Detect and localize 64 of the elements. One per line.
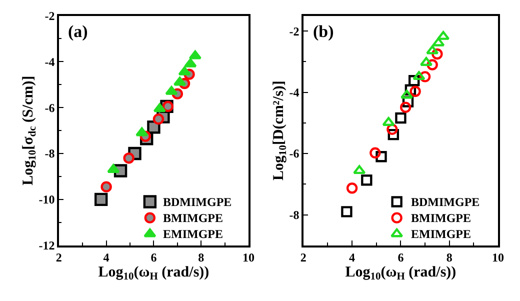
annotation: (a)	[68, 22, 88, 41]
x-axis-title: Log$_{10}$(ω$_{H}$ (rad/s))	[345, 264, 456, 283]
x-tick-label: 6	[398, 250, 404, 265]
point	[426, 45, 439, 54]
y-tick-label: -6	[44, 100, 55, 115]
y-tick-label: -8	[289, 208, 300, 222]
point	[100, 181, 112, 192]
y-tick-label: -2	[289, 24, 300, 38]
y-tick-label: -4	[44, 54, 55, 69]
y-tick-label: -8	[44, 146, 55, 161]
y-tick-label: -4	[289, 85, 300, 100]
point	[400, 90, 414, 99]
point	[395, 112, 406, 124]
x-tick-label: 10	[242, 250, 255, 265]
legend-label: BDMIMGPE	[163, 195, 232, 209]
point	[153, 103, 166, 112]
point	[184, 58, 197, 68]
point	[136, 127, 148, 136]
x-tick-label: 4	[349, 250, 356, 265]
point	[188, 50, 202, 60]
point	[386, 124, 398, 135]
point	[370, 147, 381, 159]
y-tick-label: -10	[38, 192, 55, 207]
point	[408, 75, 420, 86]
point	[178, 66, 191, 76]
point	[376, 150, 387, 162]
point	[402, 96, 414, 108]
point	[400, 102, 412, 113]
point	[420, 56, 433, 66]
point	[388, 128, 400, 140]
legend-label: EMIMGPE	[163, 227, 223, 241]
x-axis-title: Log$_{10}$(ω$_{H}$ (rad/s))	[98, 264, 210, 283]
annotation: (b)	[313, 22, 334, 41]
point	[361, 174, 372, 186]
point	[426, 59, 438, 70]
point	[412, 71, 426, 80]
point	[152, 113, 164, 125]
point	[436, 30, 450, 40]
point	[404, 84, 416, 96]
point	[123, 152, 134, 164]
x-tick-label: 4	[103, 250, 110, 265]
legend-label: BMIMGPE	[411, 211, 471, 225]
x-tick-label: 2	[300, 250, 306, 265]
y-tick-label: -6	[289, 146, 300, 161]
x-tick-label: 8	[198, 250, 204, 265]
x-tick-label: 10	[492, 250, 504, 265]
x-tick-label: 6	[150, 250, 157, 265]
point	[432, 48, 443, 60]
point	[410, 86, 421, 97]
point	[419, 71, 431, 82]
x-tick-label: 2	[56, 250, 62, 265]
legend-label: BDMIMGPE	[411, 195, 480, 209]
point	[173, 76, 186, 86]
point	[432, 37, 445, 46]
y-tick-label: -12	[38, 238, 55, 253]
x-tick-label: 8	[446, 250, 452, 265]
legend-label: EMIMGPE	[411, 227, 471, 241]
y-tick-label: -2	[44, 8, 55, 23]
point	[353, 165, 366, 174]
point	[94, 192, 108, 206]
legend-label: BMIMGPE	[163, 211, 223, 225]
point	[346, 182, 358, 194]
point	[165, 86, 178, 95]
point	[341, 206, 352, 218]
